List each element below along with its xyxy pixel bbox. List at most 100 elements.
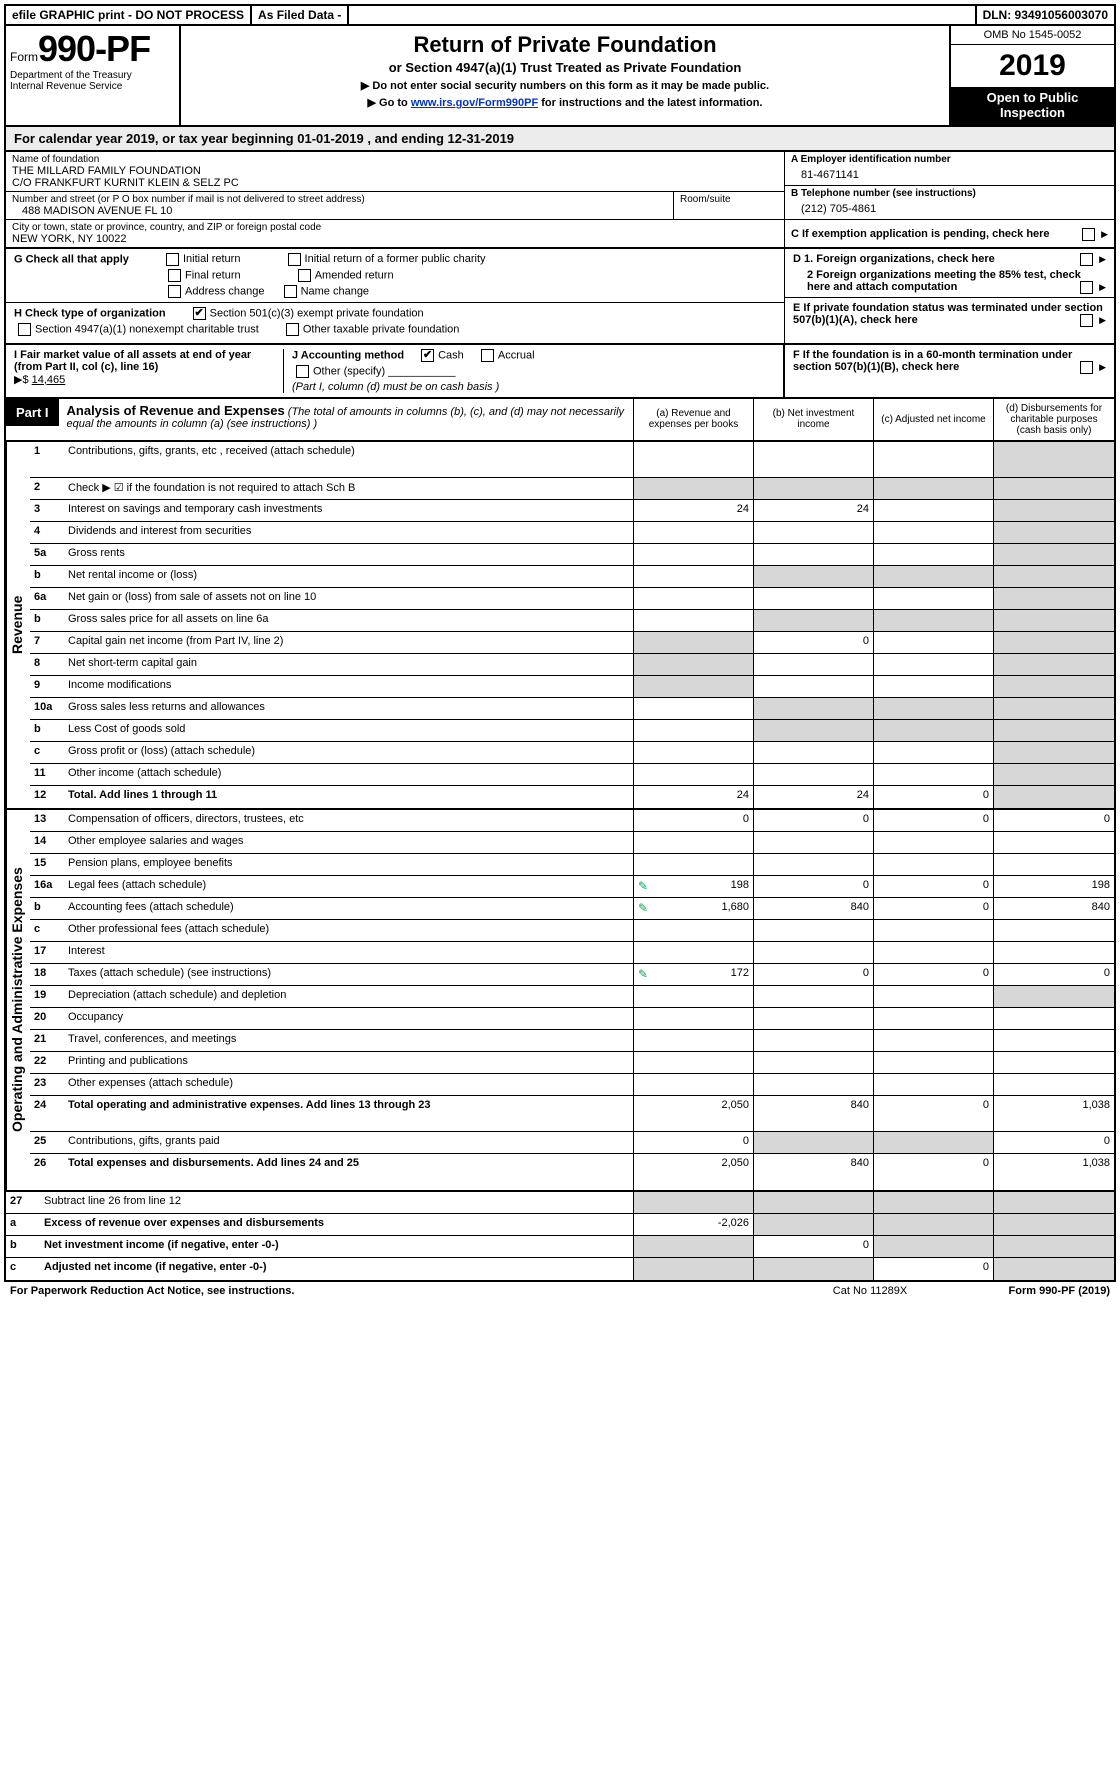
d2-checkbox[interactable] <box>1080 281 1093 294</box>
col-c-value <box>874 920 994 941</box>
col-c-value <box>874 1074 994 1095</box>
i-section: I Fair market value of all assets at end… <box>14 349 284 393</box>
revenue-side-label: Revenue <box>6 442 30 808</box>
e-checkbox[interactable] <box>1080 314 1093 327</box>
col-d-value <box>994 986 1114 1007</box>
j-other-checkbox[interactable] <box>296 365 309 378</box>
d1-arrow <box>1074 253 1106 266</box>
col-c-value <box>874 478 994 499</box>
col-d-value <box>994 920 1114 941</box>
exemption-pending-cell: C If exemption application is pending, c… <box>785 220 1114 242</box>
col-c-value <box>874 942 994 963</box>
line-label: Subtract line 26 from line 12 <box>40 1192 634 1213</box>
line-num: 23 <box>30 1074 64 1095</box>
line-num: 15 <box>30 854 64 875</box>
col-a-value <box>634 854 754 875</box>
col-a-value: 2,050 <box>634 1154 754 1190</box>
col-d-value <box>994 610 1114 631</box>
col-c-value <box>874 654 994 675</box>
attachment-icon[interactable]: ✎ <box>638 901 648 915</box>
g-former-checkbox[interactable] <box>288 253 301 266</box>
h-opt3: Other taxable private foundation <box>303 323 460 335</box>
line-18: 18Taxes (attach schedule) (see instructi… <box>30 964 1114 986</box>
h-opt2: Section 4947(a)(1) nonexempt charitable … <box>35 323 259 335</box>
col-a-value <box>634 832 754 853</box>
col-d-value <box>994 566 1114 587</box>
line-num: 21 <box>30 1030 64 1051</box>
col-a-value <box>634 610 754 631</box>
col-b-value <box>754 698 874 719</box>
c-checkbox[interactable] <box>1082 228 1095 241</box>
line-num: 12 <box>30 786 64 808</box>
col-d-value <box>994 654 1114 675</box>
col-b-value <box>754 522 874 543</box>
col-d-value <box>994 544 1114 565</box>
col-a-value <box>634 1074 754 1095</box>
line-19: 19Depreciation (attach schedule) and dep… <box>30 986 1114 1008</box>
line-b: bNet investment income (if negative, ent… <box>6 1236 1114 1258</box>
g-namechg-checkbox[interactable] <box>284 285 297 298</box>
g-opt-final: Final return <box>185 269 241 281</box>
calendar-year-row: For calendar year 2019, or tax year begi… <box>4 127 1116 152</box>
g-section: G Check all that apply Initial return In… <box>6 249 784 343</box>
col-d-value <box>994 742 1114 763</box>
j-cash-checkbox[interactable] <box>421 349 434 362</box>
line-27: 27Subtract line 26 from line 12 <box>6 1192 1114 1214</box>
col-b-value <box>754 720 874 741</box>
g-opt-addrchg: Address change <box>185 285 265 297</box>
col-d-value <box>994 698 1114 719</box>
line-label: Compensation of officers, directors, tru… <box>64 810 634 831</box>
irs-link[interactable]: www.irs.gov/Form990PF <box>411 97 538 109</box>
g-initial-checkbox[interactable] <box>166 253 179 266</box>
line-num: 7 <box>30 632 64 653</box>
part1-header: Part I Analysis of Revenue and Expenses … <box>4 399 1116 442</box>
g-addrchg-checkbox[interactable] <box>168 285 181 298</box>
line-num: 11 <box>30 764 64 785</box>
line-b: bLess Cost of goods sold <box>30 720 1114 742</box>
net-body: 27Subtract line 26 from line 12aExcess o… <box>6 1192 1114 1280</box>
instr2-pre: ▶ Go to <box>368 97 411 109</box>
g-amended-checkbox[interactable] <box>298 269 311 282</box>
col-b-value: 840 <box>754 1154 874 1190</box>
h-other-checkbox[interactable] <box>286 323 299 336</box>
name-label: Name of foundation <box>12 154 778 165</box>
line-23: 23Other expenses (attach schedule) <box>30 1074 1114 1096</box>
col-a-value <box>634 478 754 499</box>
phone-cell: B Telephone number (see instructions) (2… <box>785 186 1114 220</box>
topbar-spacer <box>349 6 976 24</box>
phone-label: B Telephone number (see instructions) <box>791 188 1108 199</box>
phone-value: (212) 705-4861 <box>791 199 1108 217</box>
line-4: 4Dividends and interest from securities <box>30 522 1114 544</box>
dln-label: DLN: 93491056003070 <box>977 6 1114 24</box>
h-501c3-checkbox[interactable] <box>193 307 206 320</box>
h-4947-checkbox[interactable] <box>18 323 31 336</box>
col-d-value <box>994 1236 1114 1257</box>
col-d-value: 198 <box>994 876 1114 897</box>
attachment-icon[interactable]: ✎ <box>638 967 648 981</box>
line-num: c <box>30 742 64 763</box>
line-num: 6a <box>30 588 64 609</box>
attachment-icon[interactable]: ✎ <box>638 879 648 893</box>
col-c-value: 0 <box>874 786 994 808</box>
d1-checkbox[interactable] <box>1080 253 1093 266</box>
line-17: 17Interest <box>30 942 1114 964</box>
col-c-value <box>874 698 994 719</box>
col-a-value <box>634 1258 754 1280</box>
line-24: 24Total operating and administrative exp… <box>30 1096 1114 1132</box>
col-a-value <box>634 1052 754 1073</box>
col-a-value: 0 <box>634 810 754 831</box>
f-checkbox[interactable] <box>1080 361 1093 374</box>
g-final-checkbox[interactable] <box>168 269 181 282</box>
line-num: 24 <box>30 1096 64 1131</box>
line-label: Total. Add lines 1 through 11 <box>64 786 634 808</box>
col-a-value <box>634 920 754 941</box>
room-cell: Room/suite <box>674 192 784 219</box>
d2-arrow <box>1074 281 1106 294</box>
col-b-head: (b) Net investment income <box>754 399 874 440</box>
col-b-value <box>754 942 874 963</box>
col-a-value <box>634 986 754 1007</box>
col-c-value <box>874 1052 994 1073</box>
j-accrual-checkbox[interactable] <box>481 349 494 362</box>
line-num: 9 <box>30 676 64 697</box>
line-label: Depreciation (attach schedule) and deple… <box>64 986 634 1007</box>
